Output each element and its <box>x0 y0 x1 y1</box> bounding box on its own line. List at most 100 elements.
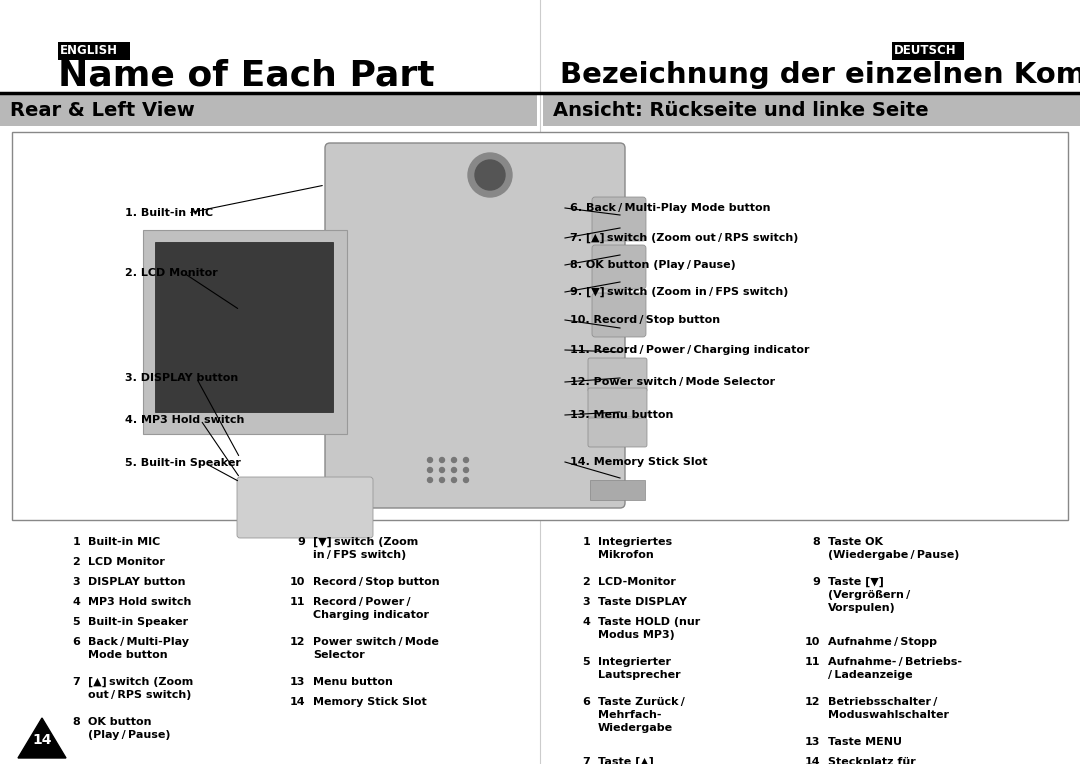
Text: 1. Built-in MIC: 1. Built-in MIC <box>125 208 213 218</box>
Text: (Vergrößern /: (Vergrößern / <box>828 590 910 600</box>
FancyBboxPatch shape <box>325 143 625 508</box>
Text: LCD Monitor: LCD Monitor <box>87 557 165 567</box>
Text: (Wiedergabe / Pause): (Wiedergabe / Pause) <box>828 550 959 560</box>
Text: Taste [▲]: Taste [▲] <box>598 757 653 764</box>
Text: / Ladeanzeige: / Ladeanzeige <box>828 670 913 680</box>
FancyBboxPatch shape <box>156 242 333 412</box>
Text: Moduswahlschalter: Moduswahlschalter <box>828 710 949 720</box>
Circle shape <box>440 468 445 472</box>
Text: 8. OK button (Play / Pause): 8. OK button (Play / Pause) <box>570 260 735 270</box>
Text: Name of Each Part: Name of Each Part <box>58 58 434 92</box>
Text: Wiedergabe: Wiedergabe <box>598 723 673 733</box>
Text: 14: 14 <box>289 697 305 707</box>
Text: 8: 8 <box>72 717 80 727</box>
Text: Ansicht: Rückseite und linke Seite: Ansicht: Rückseite und linke Seite <box>553 101 929 119</box>
Text: Taste OK: Taste OK <box>828 537 883 547</box>
FancyBboxPatch shape <box>592 245 646 289</box>
Text: 13: 13 <box>289 677 305 687</box>
Text: Lautsprecher: Lautsprecher <box>598 670 680 680</box>
Text: Steckplatz für: Steckplatz für <box>828 757 916 764</box>
Text: 13: 13 <box>805 737 820 747</box>
Circle shape <box>428 478 432 483</box>
Text: Rear & Left View: Rear & Left View <box>10 101 194 119</box>
FancyBboxPatch shape <box>592 197 646 241</box>
Text: Charging indicator: Charging indicator <box>313 610 429 620</box>
Text: 9. [▼] switch (Zoom in / FPS switch): 9. [▼] switch (Zoom in / FPS switch) <box>570 286 788 297</box>
Text: 2. LCD Monitor: 2. LCD Monitor <box>125 268 218 278</box>
Text: 7: 7 <box>72 677 80 687</box>
Text: 11: 11 <box>289 597 305 607</box>
Text: 6: 6 <box>582 697 590 707</box>
Text: Betriebsschalter /: Betriebsschalter / <box>828 697 937 707</box>
FancyBboxPatch shape <box>588 358 647 392</box>
Text: 4: 4 <box>582 617 590 627</box>
FancyBboxPatch shape <box>892 42 964 60</box>
Text: 8: 8 <box>812 537 820 547</box>
Text: 3: 3 <box>72 577 80 587</box>
Text: [▲] switch (Zoom: [▲] switch (Zoom <box>87 677 193 688</box>
FancyBboxPatch shape <box>543 94 1080 126</box>
Text: 13. Menu button: 13. Menu button <box>570 410 673 420</box>
Text: 14: 14 <box>805 757 820 764</box>
Text: 4: 4 <box>72 597 80 607</box>
FancyBboxPatch shape <box>12 132 1068 520</box>
Text: Mikrofon: Mikrofon <box>598 550 653 560</box>
Circle shape <box>428 458 432 462</box>
FancyBboxPatch shape <box>0 94 537 126</box>
Text: Integrierter: Integrierter <box>598 657 671 667</box>
Text: Taste HOLD (nur: Taste HOLD (nur <box>598 617 700 627</box>
Text: 10: 10 <box>805 637 820 647</box>
Text: Vorspulen): Vorspulen) <box>828 603 895 613</box>
Text: 10: 10 <box>289 577 305 587</box>
Text: Integriertes: Integriertes <box>598 537 672 547</box>
Circle shape <box>440 458 445 462</box>
Text: DISPLAY button: DISPLAY button <box>87 577 186 587</box>
Text: Taste MENU: Taste MENU <box>828 737 902 747</box>
Text: DEUTSCH: DEUTSCH <box>894 44 957 57</box>
Text: Built-in Speaker: Built-in Speaker <box>87 617 188 627</box>
Circle shape <box>468 153 512 197</box>
Text: Menu button: Menu button <box>313 677 393 687</box>
FancyBboxPatch shape <box>143 230 347 434</box>
Text: 6: 6 <box>72 637 80 647</box>
Text: Aufnahme / Stopp: Aufnahme / Stopp <box>828 637 937 647</box>
Text: Mehrfach-: Mehrfach- <box>598 710 661 720</box>
FancyBboxPatch shape <box>58 42 130 60</box>
Text: 14: 14 <box>32 733 52 747</box>
Text: 12: 12 <box>289 637 305 647</box>
Text: 2: 2 <box>72 557 80 567</box>
Circle shape <box>463 468 469 472</box>
Text: MP3 Hold switch: MP3 Hold switch <box>87 597 191 607</box>
Text: Power switch / Mode: Power switch / Mode <box>313 637 438 647</box>
Text: 7. [▲] switch (Zoom out / RPS switch): 7. [▲] switch (Zoom out / RPS switch) <box>570 233 798 243</box>
Text: Memory Stick Slot: Memory Stick Slot <box>313 697 427 707</box>
Text: 5: 5 <box>72 617 80 627</box>
Text: Modus MP3): Modus MP3) <box>598 630 675 640</box>
FancyBboxPatch shape <box>592 293 646 337</box>
Text: LCD-Monitor: LCD-Monitor <box>598 577 676 587</box>
Text: 1: 1 <box>72 537 80 547</box>
Text: Mode button: Mode button <box>87 650 167 660</box>
Text: 5: 5 <box>582 657 590 667</box>
Text: 14. Memory Stick Slot: 14. Memory Stick Slot <box>570 457 707 467</box>
Polygon shape <box>18 718 66 758</box>
Text: 12. Power switch / Mode Selector: 12. Power switch / Mode Selector <box>570 377 775 387</box>
Text: out / RPS switch): out / RPS switch) <box>87 690 191 700</box>
Text: 9: 9 <box>297 537 305 547</box>
Text: Back / Multi-Play: Back / Multi-Play <box>87 637 189 647</box>
Text: ENGLISH: ENGLISH <box>60 44 118 57</box>
FancyBboxPatch shape <box>590 480 645 500</box>
Text: Bezeichnung der einzelnen Komponenten: Bezeichnung der einzelnen Komponenten <box>561 61 1080 89</box>
Circle shape <box>463 478 469 483</box>
Text: [▼] switch (Zoom: [▼] switch (Zoom <box>313 537 418 547</box>
Text: 4. MP3 Hold switch: 4. MP3 Hold switch <box>125 415 244 425</box>
Text: Record / Power /: Record / Power / <box>313 597 410 607</box>
FancyBboxPatch shape <box>237 477 373 538</box>
Text: 3. DISPLAY button: 3. DISPLAY button <box>125 373 239 383</box>
Text: Aufnahme- / Betriebs-: Aufnahme- / Betriebs- <box>828 657 962 667</box>
Text: Taste [▼]: Taste [▼] <box>828 577 883 588</box>
Text: 3: 3 <box>582 597 590 607</box>
Circle shape <box>451 478 457 483</box>
Text: Selector: Selector <box>313 650 365 660</box>
Text: 9: 9 <box>812 577 820 587</box>
